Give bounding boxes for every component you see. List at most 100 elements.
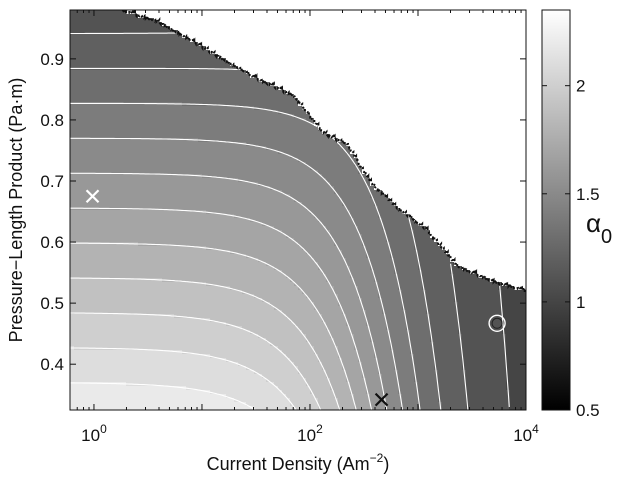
heatmap-cell bbox=[174, 146, 179, 151]
heatmap-cell bbox=[150, 178, 155, 183]
heatmap-cell bbox=[118, 10, 123, 15]
heatmap-cell bbox=[138, 18, 143, 23]
heatmap-cell bbox=[74, 402, 79, 407]
heatmap-cell bbox=[122, 174, 127, 179]
heatmap-cell bbox=[94, 178, 99, 183]
heatmap-cell bbox=[246, 406, 251, 410]
heatmap-cell bbox=[214, 10, 219, 15]
heatmap-cell bbox=[202, 310, 207, 315]
heatmap-cell bbox=[230, 110, 235, 115]
heatmap-cell bbox=[222, 222, 227, 227]
heatmap-cell bbox=[78, 142, 83, 147]
heatmap-cell bbox=[186, 90, 191, 95]
heatmap-cell bbox=[230, 154, 235, 159]
heatmap-cell bbox=[242, 286, 247, 291]
heatmap-cell bbox=[186, 178, 191, 183]
heatmap-cell bbox=[258, 18, 263, 23]
heatmap-cell bbox=[90, 386, 95, 391]
heatmap-cell bbox=[182, 30, 187, 35]
heatmap-cell bbox=[90, 106, 95, 111]
heatmap-cell bbox=[154, 50, 159, 55]
heatmap-cell bbox=[70, 406, 75, 410]
heatmap-cell bbox=[190, 106, 195, 111]
heatmap-cell bbox=[142, 106, 147, 111]
heatmap-cell bbox=[98, 138, 103, 143]
heatmap-cell bbox=[70, 102, 75, 107]
heatmap-cell bbox=[198, 398, 203, 403]
heatmap-cell bbox=[254, 18, 259, 23]
heatmap-cell bbox=[86, 126, 91, 131]
heatmap-cell bbox=[98, 258, 103, 263]
heatmap-cell bbox=[94, 354, 99, 359]
heatmap-cell bbox=[162, 166, 167, 171]
heatmap-cell bbox=[94, 106, 99, 111]
heatmap-cell bbox=[150, 14, 155, 19]
heatmap-cell bbox=[250, 234, 255, 239]
heatmap-cell bbox=[138, 106, 143, 111]
heatmap-cell bbox=[250, 138, 255, 143]
heatmap-cell bbox=[206, 350, 211, 355]
heatmap-cell bbox=[70, 134, 75, 139]
heatmap-cell bbox=[214, 94, 219, 99]
heatmap-cell bbox=[130, 150, 135, 155]
heatmap-cell bbox=[102, 262, 107, 267]
heatmap-cell bbox=[154, 386, 159, 391]
heatmap-cell bbox=[134, 318, 139, 323]
heatmap-cell bbox=[130, 278, 135, 283]
heatmap-cell bbox=[230, 334, 235, 339]
heatmap-cell bbox=[250, 18, 255, 23]
heatmap-cell bbox=[214, 242, 219, 247]
heatmap-cell bbox=[118, 146, 123, 151]
heatmap-cell bbox=[226, 114, 231, 119]
heatmap-cell bbox=[170, 190, 175, 195]
heatmap-cell bbox=[78, 130, 83, 135]
heatmap-cell bbox=[162, 170, 167, 175]
heatmap-cell bbox=[210, 86, 215, 91]
heatmap-cell bbox=[166, 282, 171, 287]
heatmap-cell bbox=[246, 50, 251, 55]
heatmap-cell bbox=[166, 54, 171, 59]
heatmap-cell bbox=[254, 122, 259, 127]
heatmap-cell bbox=[230, 258, 235, 263]
heatmap-cell bbox=[70, 282, 75, 287]
heatmap-cell bbox=[214, 186, 219, 191]
heatmap-cell bbox=[186, 350, 191, 355]
heatmap-cell bbox=[142, 218, 147, 223]
heatmap-cell bbox=[198, 214, 203, 219]
heatmap-cell bbox=[266, 242, 271, 247]
heatmap-cell bbox=[138, 46, 143, 51]
heatmap-cell bbox=[182, 86, 187, 91]
heatmap-cell bbox=[158, 338, 163, 343]
heatmap-cell bbox=[202, 50, 207, 55]
heatmap-cell bbox=[218, 178, 223, 183]
heatmap-cell bbox=[222, 114, 227, 119]
heatmap-cell bbox=[82, 230, 87, 235]
heatmap-cell bbox=[182, 162, 187, 167]
heatmap-cell bbox=[90, 282, 95, 287]
heatmap-cell bbox=[238, 138, 243, 143]
heatmap-cell bbox=[142, 226, 147, 231]
heatmap-cell bbox=[230, 406, 235, 410]
heatmap-cell bbox=[266, 358, 271, 363]
heatmap-cell bbox=[106, 74, 111, 79]
heatmap-cell bbox=[98, 198, 103, 203]
heatmap-cell bbox=[186, 26, 191, 31]
heatmap-cell bbox=[262, 286, 267, 291]
heatmap-cell bbox=[234, 326, 239, 331]
heatmap-cell bbox=[214, 406, 219, 410]
heatmap-cell bbox=[254, 170, 259, 175]
heatmap-cell bbox=[234, 70, 239, 75]
heatmap-cell bbox=[186, 14, 191, 19]
heatmap-cell bbox=[78, 390, 83, 395]
heatmap-cell bbox=[238, 406, 243, 410]
heatmap-cell bbox=[258, 206, 263, 211]
heatmap-cell bbox=[262, 190, 267, 195]
heatmap-cell bbox=[246, 294, 251, 299]
heatmap-cell bbox=[98, 70, 103, 75]
heatmap-cell bbox=[154, 14, 159, 19]
heatmap-cell bbox=[130, 90, 135, 95]
heatmap-cell bbox=[114, 174, 119, 179]
heatmap-cell bbox=[170, 230, 175, 235]
heatmap-cell bbox=[94, 286, 99, 291]
heatmap-cell bbox=[226, 318, 231, 323]
